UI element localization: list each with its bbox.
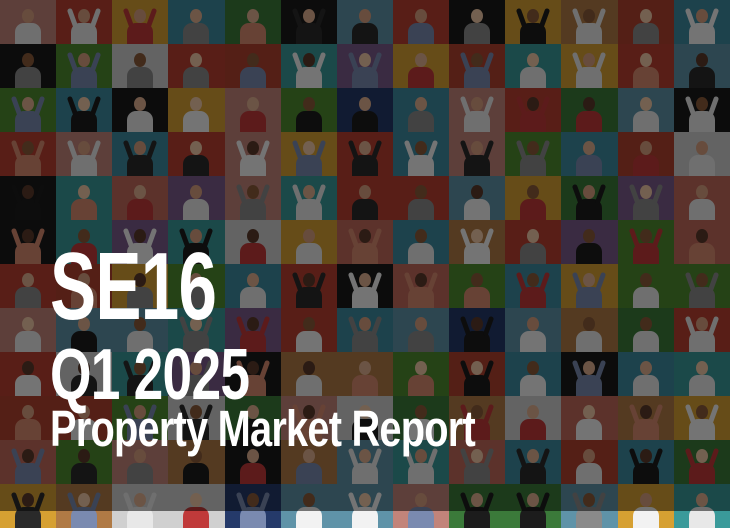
postcode-title: SE16 — [50, 233, 217, 340]
report-subtitle: Property Market Report — [50, 400, 476, 457]
period-title: Q1 2025 — [50, 335, 250, 415]
dark-overlay — [0, 0, 730, 511]
